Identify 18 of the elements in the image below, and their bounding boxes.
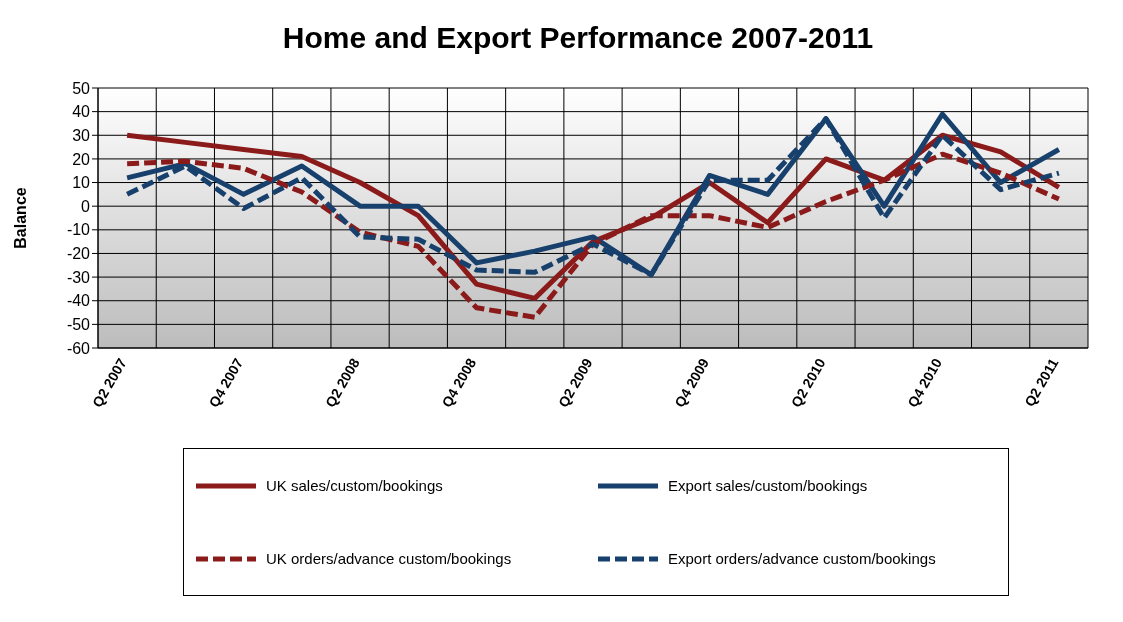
legend-label: Export sales/custom/bookings <box>668 477 868 494</box>
y-tick-label: 20 <box>72 150 91 168</box>
y-tick-label: -10 <box>66 221 91 239</box>
y-tick-label: 10 <box>72 174 91 192</box>
y-tick-label: -50 <box>66 316 91 334</box>
legend-label: Export orders/advance custom/bookings <box>668 550 936 567</box>
y-tick-label: -60 <box>66 339 91 357</box>
legend-label: UK orders/advance custom/bookings <box>266 550 512 567</box>
y-tick-label: 0 <box>81 197 91 215</box>
y-tick-label: -30 <box>66 268 91 286</box>
y-axis-title: Balance <box>11 187 29 249</box>
y-tick-label: -20 <box>66 245 91 263</box>
y-tick-label: -40 <box>66 292 91 310</box>
chart-title: Home and Export Performance 2007-2011 <box>281 20 875 56</box>
legend-label: UK sales/custom/bookings <box>266 477 443 494</box>
y-tick-label: 50 <box>72 79 91 97</box>
y-tick-label: 40 <box>72 103 91 121</box>
y-tick-label: 30 <box>72 126 91 144</box>
